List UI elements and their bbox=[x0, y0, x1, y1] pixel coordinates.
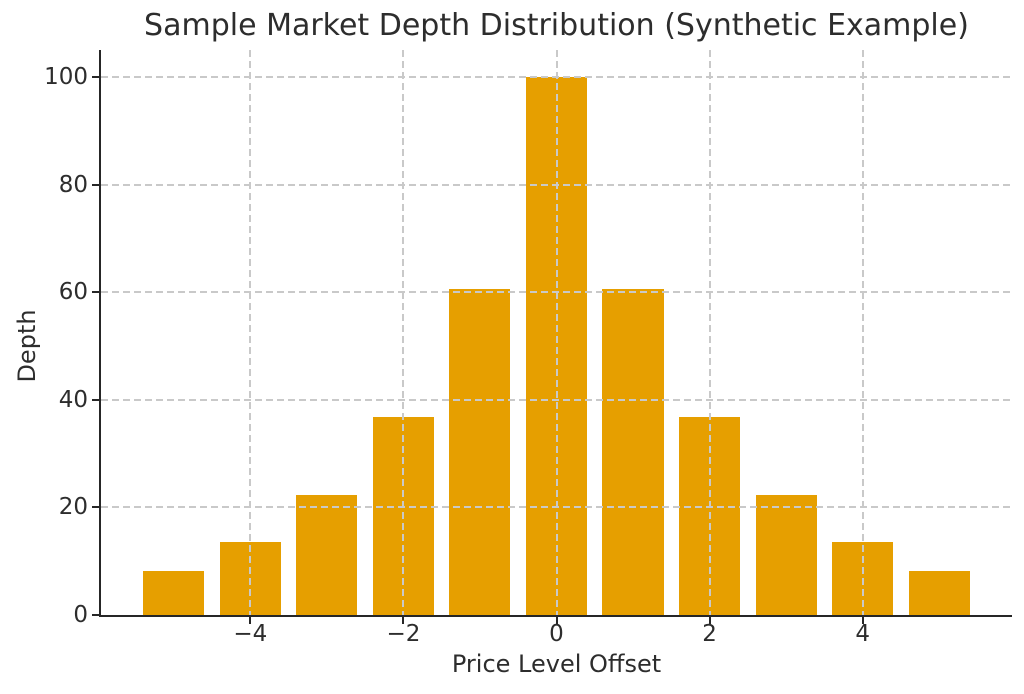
x-tick-mark-2 bbox=[708, 617, 711, 624]
y-tick-label-40: 40 bbox=[58, 386, 88, 413]
gridline-x-2 bbox=[708, 50, 711, 615]
x-tick-mark-0 bbox=[555, 617, 558, 624]
y-tick-label-100: 100 bbox=[44, 63, 88, 90]
gridline-x-4 bbox=[861, 50, 864, 615]
x-tick-label-4: 4 bbox=[855, 621, 870, 647]
x-tick-label--2: −2 bbox=[386, 621, 421, 647]
gridline-x--4 bbox=[249, 50, 252, 615]
y-tick-label-0: 0 bbox=[73, 602, 88, 628]
y-tick-mark-80 bbox=[92, 183, 99, 186]
bar-x-5 bbox=[143, 570, 205, 615]
y-axis-label: Depth bbox=[13, 309, 41, 383]
y-axis-spine bbox=[99, 50, 101, 617]
bar-x3 bbox=[755, 495, 817, 615]
y-tick-mark-0 bbox=[92, 614, 99, 616]
y-tick-label-80: 80 bbox=[58, 171, 88, 198]
bar-x-1 bbox=[449, 288, 511, 615]
x-tick-mark--4 bbox=[249, 617, 252, 624]
x-tick-label--4: −4 bbox=[233, 621, 268, 647]
bar-x1 bbox=[602, 288, 664, 615]
bar-x5 bbox=[908, 570, 970, 615]
y-tick-label-60: 60 bbox=[58, 279, 88, 306]
y-tick-mark-20 bbox=[92, 506, 99, 509]
x-tick-label-2: 2 bbox=[702, 621, 717, 647]
x-axis-spine bbox=[99, 615, 1012, 617]
y-tick-mark-100 bbox=[92, 75, 99, 78]
plot-area bbox=[101, 50, 1012, 615]
y-tick-mark-60 bbox=[92, 291, 99, 294]
bar-x-3 bbox=[296, 495, 358, 615]
x-axis-label: Price Level Offset bbox=[451, 650, 662, 678]
grid-layer bbox=[101, 50, 1012, 615]
chart-title: Sample Market Depth Distribution (Synthe… bbox=[144, 8, 969, 43]
x-tick-mark-4 bbox=[861, 617, 864, 624]
y-tick-label-20: 20 bbox=[58, 494, 88, 521]
gridline-x-0 bbox=[555, 50, 558, 615]
y-tick-mark-40 bbox=[92, 398, 99, 401]
gridline-x--2 bbox=[402, 50, 405, 615]
x-tick-label-0: 0 bbox=[549, 621, 564, 647]
x-tick-mark--2 bbox=[402, 617, 405, 624]
